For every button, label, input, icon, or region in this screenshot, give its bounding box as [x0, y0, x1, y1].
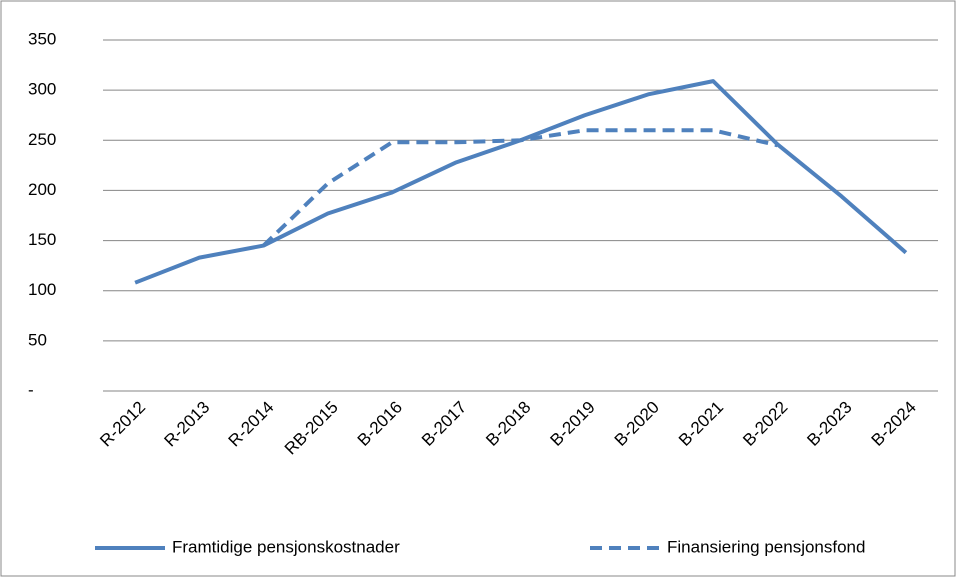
legend-label: Framtidige pensjonskostnader [172, 537, 400, 556]
series-line [262, 128, 778, 248]
y-tick-label: 150 [28, 230, 56, 249]
y-tick-label: 300 [28, 80, 56, 99]
y-tick-label: 250 [28, 130, 56, 149]
y-tick-label: 200 [28, 180, 56, 199]
y-tick-label: 50 [28, 330, 47, 349]
legend-label: Finansiering pensjonsfond [667, 537, 865, 556]
y-tick-label: 350 [28, 29, 56, 48]
y-tick-label: 100 [28, 280, 56, 299]
y-tick-label: - [28, 380, 34, 399]
